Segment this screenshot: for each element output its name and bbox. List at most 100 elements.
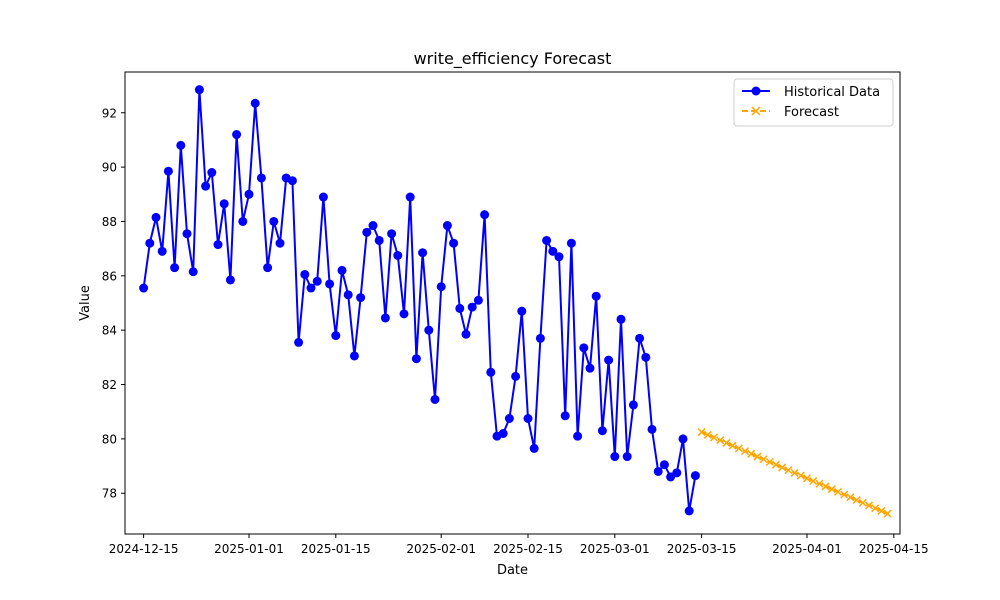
data-point <box>690 471 700 481</box>
data-point <box>765 457 774 467</box>
data-point <box>455 303 465 313</box>
x-tick-label: 2025-02-15 <box>493 542 563 556</box>
data-point <box>641 352 651 362</box>
y-tick-label: 92 <box>102 106 117 120</box>
data-point <box>467 302 477 312</box>
data-point <box>858 498 867 507</box>
y-tick-label: 82 <box>102 378 117 392</box>
legend-forecast-label: Forecast <box>784 105 839 120</box>
data-point <box>716 436 725 445</box>
y-tick-label: 84 <box>102 324 117 338</box>
data-point <box>709 433 719 442</box>
series-line <box>142 89 697 512</box>
data-point <box>833 487 843 496</box>
data-point <box>548 246 558 256</box>
y-axis: 78 80 82 84 86 88 90 92 <box>102 106 125 501</box>
data-point <box>877 506 886 515</box>
data-point <box>802 474 812 483</box>
data-point <box>827 485 836 494</box>
data-point <box>188 267 198 277</box>
data-point <box>151 212 161 222</box>
data-point <box>734 444 743 453</box>
y-tick-label: 86 <box>102 269 117 283</box>
data-point <box>269 216 279 226</box>
data-point <box>585 363 595 373</box>
y-tick-label: 80 <box>102 432 117 446</box>
data-point <box>368 221 378 231</box>
data-point <box>331 331 341 341</box>
data-point <box>846 493 855 502</box>
data-point <box>622 452 632 462</box>
data-point <box>597 426 607 436</box>
data-point <box>678 434 688 444</box>
data-point <box>498 428 508 438</box>
chart-title: write_efficiency Forecast <box>414 49 612 69</box>
series-0 <box>139 85 700 516</box>
y-tick-label: 90 <box>102 161 117 175</box>
x-tick-label: 2025-02-01 <box>406 542 476 556</box>
data-point <box>201 181 211 191</box>
data-point <box>480 210 490 220</box>
data-point <box>337 265 347 275</box>
x-tick-label: 2025-01-15 <box>301 542 371 556</box>
data-point <box>325 279 335 289</box>
data-point <box>753 452 762 461</box>
y-axis-label: Value <box>78 285 93 321</box>
data-point <box>263 263 273 273</box>
data-point <box>796 471 805 480</box>
data-point <box>728 441 737 450</box>
data-point <box>312 276 322 286</box>
data-point <box>815 479 824 488</box>
data-point <box>579 343 589 353</box>
data-point <box>194 85 204 95</box>
data-point <box>560 411 570 421</box>
series-1 <box>697 428 892 518</box>
legend-historical-marker <box>751 86 761 96</box>
data-point <box>747 449 756 458</box>
x-tick-label: 2025-04-15 <box>859 542 929 556</box>
x-tick-label: 2025-01-01 <box>214 542 284 556</box>
data-point <box>139 283 149 293</box>
y-tick-label: 78 <box>102 487 117 501</box>
data-point <box>418 248 428 258</box>
data-point <box>778 463 787 472</box>
data-point <box>256 173 266 183</box>
data-point <box>294 337 304 347</box>
data-point <box>145 238 155 248</box>
data-point <box>740 447 750 456</box>
data-point <box>411 354 421 364</box>
data-point <box>616 314 626 324</box>
data-point <box>461 329 471 339</box>
data-point <box>883 509 892 518</box>
data-point <box>163 166 173 176</box>
data-point <box>591 291 601 301</box>
data-point <box>635 333 645 343</box>
data-point <box>684 506 694 516</box>
data-point <box>207 168 217 178</box>
data-point <box>554 252 564 262</box>
data-point <box>840 490 849 499</box>
data-point <box>473 295 483 305</box>
data-point <box>653 466 663 476</box>
data-point <box>722 438 731 447</box>
data-point <box>306 283 316 293</box>
data-point <box>672 468 682 478</box>
x-tick-label: 2025-04-01 <box>772 542 842 556</box>
data-point <box>535 333 545 343</box>
legend-forecast-marker <box>751 106 761 116</box>
data-point <box>213 240 223 250</box>
data-point <box>436 282 446 292</box>
data-point <box>610 452 620 462</box>
plot-area <box>124 71 901 535</box>
data-point <box>318 192 328 202</box>
x-axis: 2024-12-15 2025-01-01 2025-01-15 2025-02-01… <box>109 534 929 556</box>
data-point <box>784 466 793 475</box>
data-point <box>504 414 514 423</box>
data-point <box>659 460 669 470</box>
data-point <box>430 394 440 404</box>
data-point <box>809 476 818 486</box>
data-point <box>486 367 496 377</box>
legend: Historical Data Forecast <box>733 78 894 127</box>
series-layer <box>139 85 892 518</box>
data-point <box>343 290 353 300</box>
